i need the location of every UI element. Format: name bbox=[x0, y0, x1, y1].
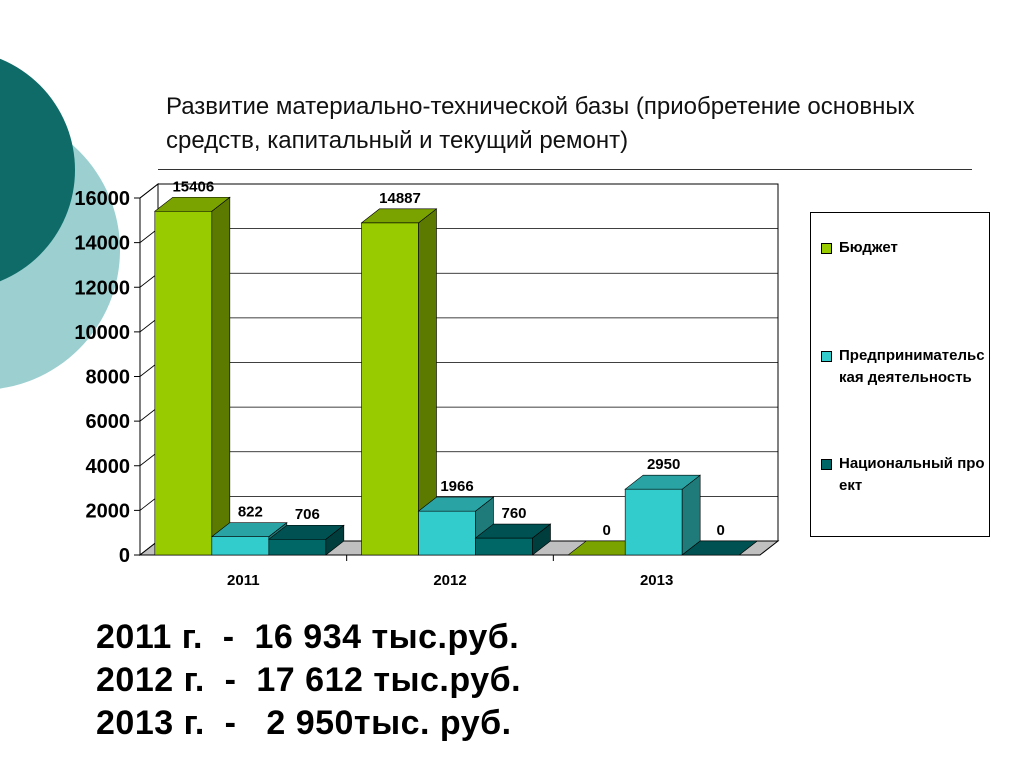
bar-front bbox=[475, 537, 533, 556]
legend-label-budget: Бюджет bbox=[839, 239, 898, 256]
y-tick-label: 0 bbox=[119, 545, 130, 567]
legend-swatch-budget bbox=[821, 243, 832, 254]
bar-side bbox=[211, 196, 231, 556]
bar-value-label: 760 bbox=[501, 505, 526, 522]
gridline-side bbox=[139, 183, 159, 199]
y-tick-label: 14000 bbox=[74, 233, 130, 255]
bar-value-label: 15406 bbox=[172, 178, 214, 195]
totals-block: 2011 г. - 16 934 тыс.руб. 2012 г. - 17 6… bbox=[96, 616, 521, 745]
bar-value-label: 0 bbox=[716, 522, 724, 539]
x-tick-label: 2011 bbox=[227, 572, 260, 589]
bar-front bbox=[154, 210, 213, 556]
bar-value-label: 2950 bbox=[647, 456, 680, 473]
y-tick-label: 10000 bbox=[74, 322, 130, 344]
bar-value-label: 706 bbox=[295, 506, 320, 523]
bar-top bbox=[153, 196, 231, 212]
legend-label-national: Национальный проект bbox=[839, 455, 985, 494]
bar-value-label: 0 bbox=[602, 522, 610, 539]
y-tick-label: 12000 bbox=[74, 277, 130, 299]
legend-label-business: Предпринимательская деятельность bbox=[839, 347, 985, 386]
y-tick-label: 6000 bbox=[86, 411, 131, 433]
chart-legend: Бюджет Предпринимательская деятельность … bbox=[810, 212, 990, 537]
total-2012: 2012 г. - 17 612 тыс.руб. bbox=[96, 661, 522, 699]
bar-front bbox=[268, 538, 327, 556]
bar-value-label: 822 bbox=[238, 504, 263, 521]
bar-top bbox=[360, 208, 438, 224]
legend-swatch-business bbox=[821, 351, 832, 362]
bar-top bbox=[624, 474, 702, 490]
bar-top bbox=[474, 523, 552, 539]
bar-top bbox=[210, 522, 288, 537]
bar-front bbox=[211, 536, 270, 556]
total-2011: 2011 г. - 16 934 тыс.руб. bbox=[96, 618, 520, 656]
slide-title: Развитие материально-технической базы (п… bbox=[166, 93, 915, 154]
title-divider bbox=[158, 169, 972, 170]
bar-value-label: 1966 bbox=[440, 478, 473, 495]
bar-chart: 0 2000 4000 6000 8000 10000 12000 14000 16000 201… bbox=[74, 178, 780, 589]
bar-value-label: 14887 bbox=[379, 190, 421, 207]
bar-top bbox=[267, 524, 345, 540]
bar-top bbox=[681, 540, 759, 556]
bar-front bbox=[418, 510, 476, 556]
bar-front bbox=[361, 222, 419, 556]
legend-swatch-national bbox=[821, 459, 832, 470]
y-tick-label: 8000 bbox=[86, 367, 131, 389]
bar-top bbox=[417, 496, 495, 512]
total-2013: 2013 г. - 2 950тыс. руб. bbox=[96, 704, 512, 742]
x-tick-label: 2013 bbox=[640, 572, 673, 589]
y-tick-label: 4000 bbox=[86, 456, 131, 478]
deco-dark-circle bbox=[0, 58, 75, 282]
bar-front bbox=[624, 488, 683, 556]
y-tick-label: 16000 bbox=[74, 188, 130, 210]
y-tick-label: 2000 bbox=[86, 500, 131, 522]
decorative-circles bbox=[0, 58, 120, 389]
x-tick-label: 2012 bbox=[433, 572, 466, 589]
